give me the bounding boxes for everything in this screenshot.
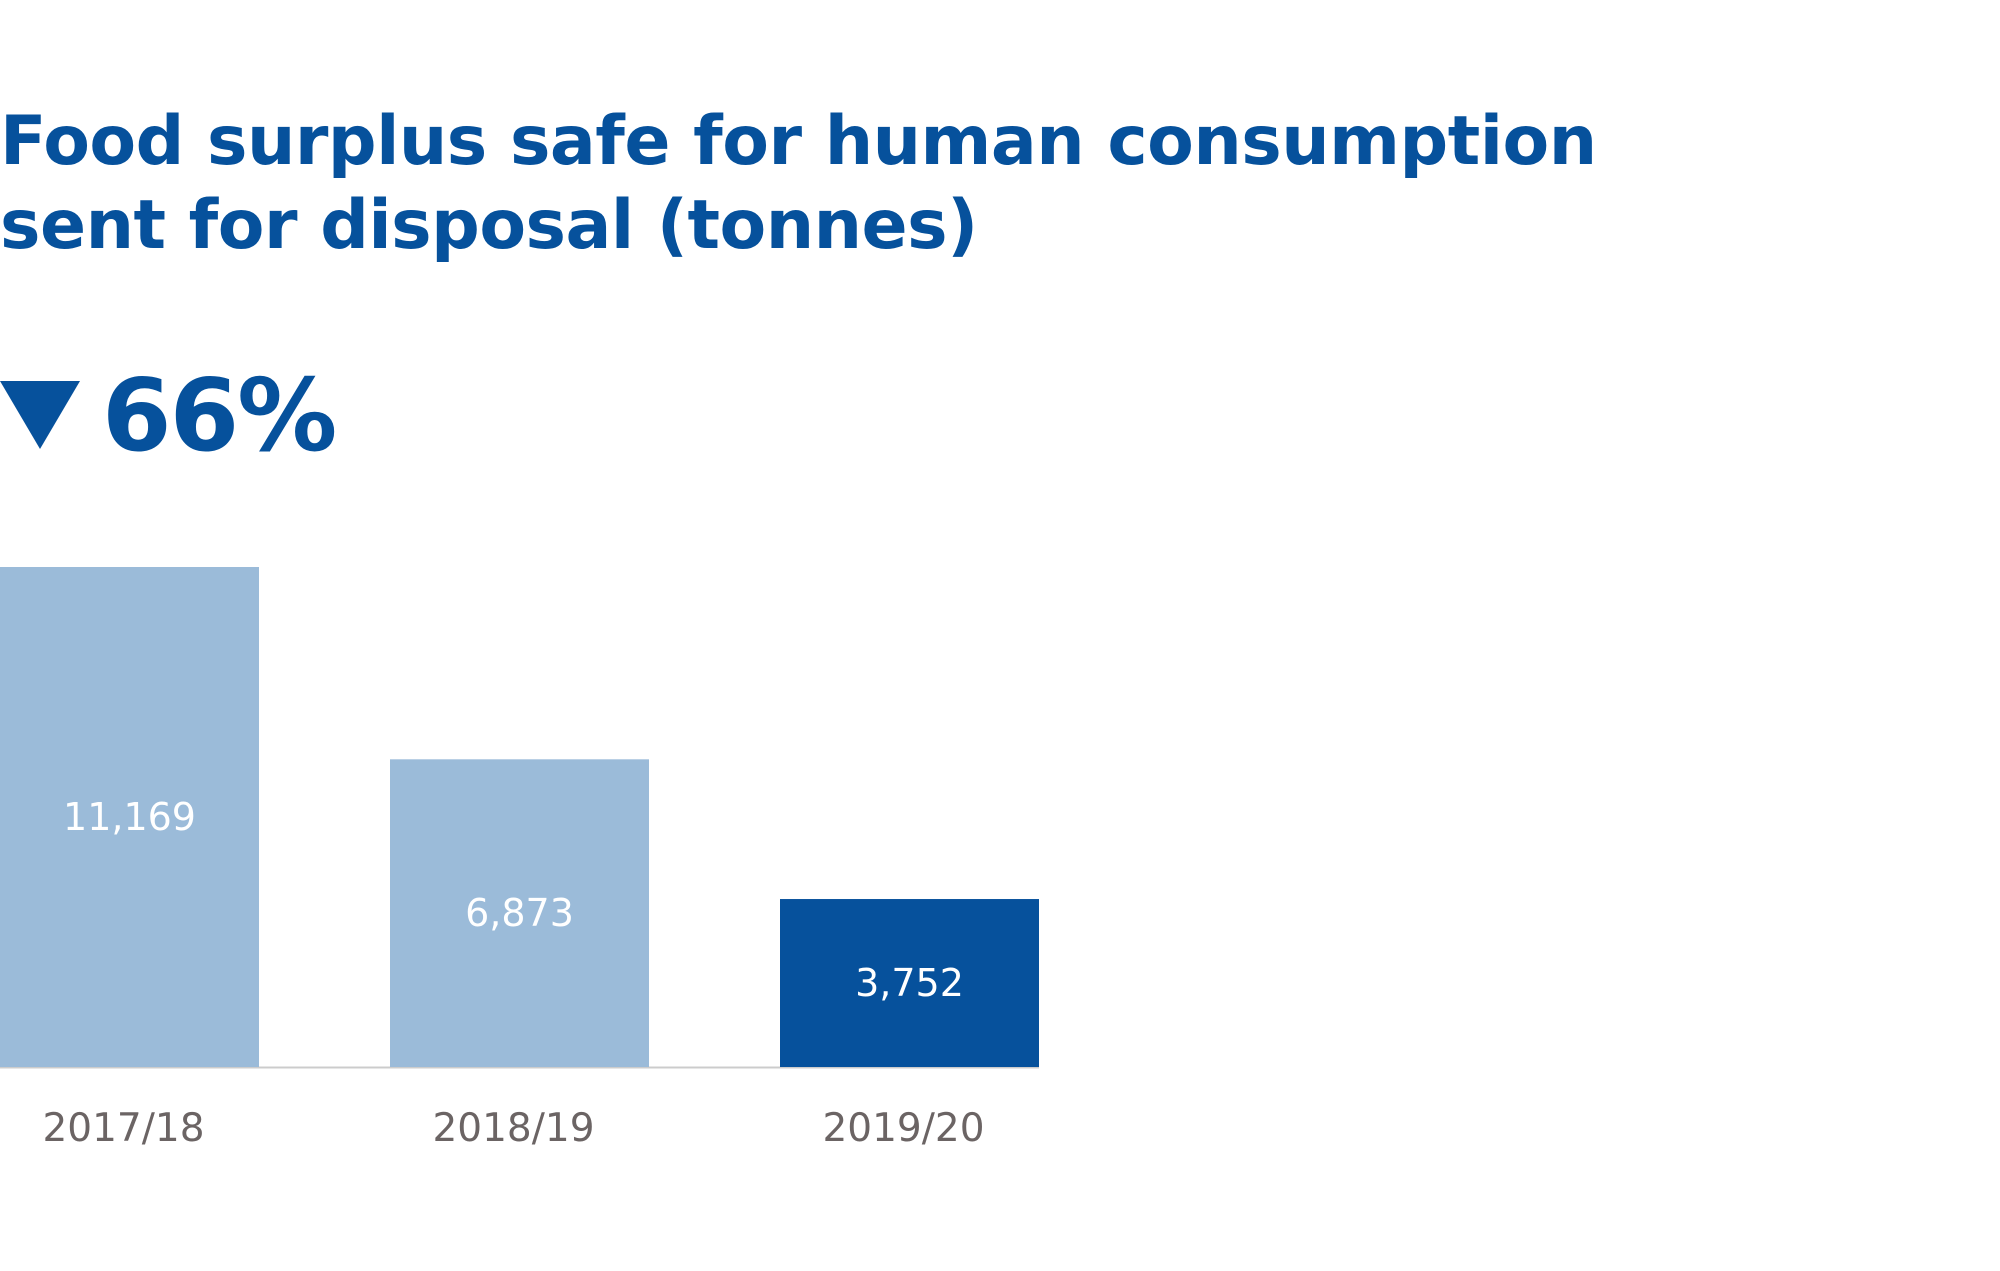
value-label-2019-20: 3,752 bbox=[855, 961, 964, 1005]
change-percentage: 66% bbox=[102, 356, 337, 474]
x-tick-label-2018-19: 2018/19 bbox=[432, 1106, 594, 1151]
value-label-2017-18: 11,169 bbox=[63, 795, 196, 839]
bars-group bbox=[0, 567, 1039, 1067]
bar-2017-18 bbox=[0, 567, 259, 1067]
change-indicator: 66% bbox=[0, 357, 337, 474]
x-tick-label-2019-20: 2019/20 bbox=[822, 1106, 984, 1151]
bar-2019-20 bbox=[780, 899, 1039, 1067]
value-labels-group: 11,169 6,873 3,752 bbox=[63, 795, 964, 1005]
chart-title: Food surplus safe for human consumption … bbox=[0, 100, 1597, 268]
value-label-2018-19: 6,873 bbox=[465, 891, 574, 935]
chart-title-line-1: Food surplus safe for human consumption bbox=[0, 102, 1597, 181]
x-tick-labels-group: 2017/18 2018/19 2019/20 bbox=[42, 1106, 984, 1151]
bar-chart: 11,169 6,873 3,752 2017/18 2018/19 2019/20 bbox=[0, 567, 1039, 1151]
chart-title-line-2: sent for disposal (tonnes) bbox=[0, 186, 978, 265]
down-triangle-icon bbox=[0, 381, 80, 449]
x-tick-label-2017-18: 2017/18 bbox=[42, 1106, 204, 1151]
bar-2018-19 bbox=[390, 759, 649, 1067]
